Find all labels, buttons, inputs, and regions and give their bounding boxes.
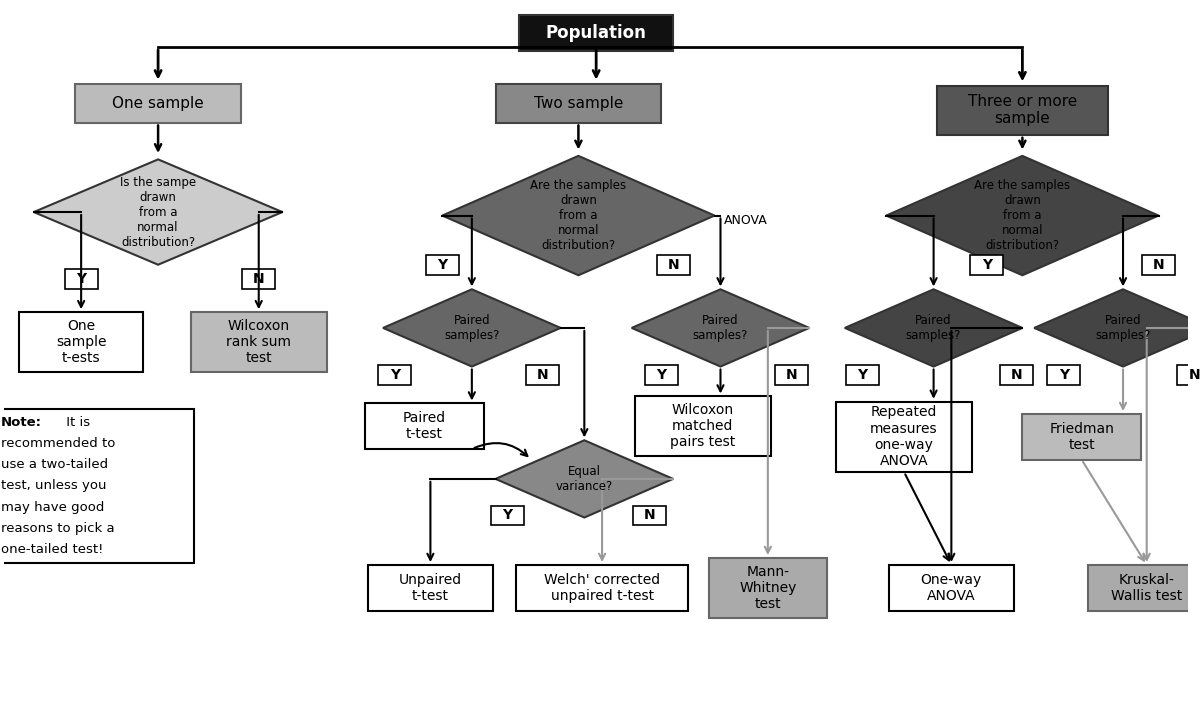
Text: reasons to pick a: reasons to pick a [1, 522, 114, 535]
Text: Equal
variance?: Equal variance? [556, 465, 613, 493]
FancyBboxPatch shape [1087, 565, 1200, 611]
FancyBboxPatch shape [889, 565, 1014, 611]
FancyBboxPatch shape [1022, 414, 1141, 460]
Text: Mann-
Whitney
test: Mann- Whitney test [739, 565, 797, 611]
FancyBboxPatch shape [426, 255, 458, 274]
Text: Are the samples
drawn
from a
normal
distribution?: Are the samples drawn from a normal dist… [530, 179, 626, 252]
FancyBboxPatch shape [76, 84, 241, 123]
FancyBboxPatch shape [775, 365, 808, 385]
FancyBboxPatch shape [1048, 365, 1080, 385]
FancyBboxPatch shape [709, 558, 827, 618]
FancyBboxPatch shape [242, 269, 275, 288]
Text: Note:: Note: [1, 416, 42, 429]
Text: Paired
samples?: Paired samples? [692, 314, 748, 342]
FancyBboxPatch shape [65, 269, 97, 288]
Text: Y: Y [437, 258, 448, 271]
FancyBboxPatch shape [378, 365, 412, 385]
FancyBboxPatch shape [1177, 365, 1200, 385]
FancyBboxPatch shape [836, 402, 972, 472]
FancyBboxPatch shape [365, 403, 484, 449]
FancyBboxPatch shape [516, 565, 688, 611]
Text: Y: Y [390, 368, 400, 382]
Text: Y: Y [503, 508, 512, 522]
Polygon shape [631, 289, 809, 367]
Text: Y: Y [1058, 368, 1069, 382]
FancyBboxPatch shape [936, 85, 1109, 135]
Text: Repeated
measures
one-way
ANOVA: Repeated measures one-way ANOVA [870, 405, 938, 468]
FancyBboxPatch shape [656, 255, 690, 274]
Text: Paired
samples?: Paired samples? [444, 314, 499, 342]
Text: N: N [786, 368, 797, 382]
FancyBboxPatch shape [632, 505, 666, 525]
FancyBboxPatch shape [846, 365, 880, 385]
Text: Y: Y [76, 271, 86, 286]
Text: Friedman
test: Friedman test [1049, 422, 1114, 452]
FancyBboxPatch shape [644, 365, 678, 385]
Text: Paired
samples?: Paired samples? [1096, 314, 1151, 342]
FancyBboxPatch shape [520, 16, 673, 51]
Text: Is the sampe
drawn
from a
normal
distribution?: Is the sampe drawn from a normal distrib… [120, 176, 196, 249]
Text: Paired
samples?: Paired samples? [906, 314, 961, 342]
Text: N: N [1153, 258, 1164, 271]
Text: Wilcoxon
rank sum
test: Wilcoxon rank sum test [227, 319, 292, 365]
Text: Welch' corrected
unpaired t-test: Welch' corrected unpaired t-test [544, 572, 660, 603]
Text: One
sample
t-ests: One sample t-ests [56, 319, 107, 365]
Polygon shape [383, 289, 560, 367]
Polygon shape [443, 156, 714, 275]
Text: Two sample: Two sample [534, 96, 623, 111]
FancyBboxPatch shape [1000, 365, 1033, 385]
FancyBboxPatch shape [491, 505, 524, 525]
Polygon shape [496, 441, 673, 517]
Text: Paired
t-test: Paired t-test [403, 411, 446, 441]
Text: Three or more
sample: Three or more sample [967, 94, 1078, 126]
Polygon shape [887, 156, 1158, 275]
Text: recommended to: recommended to [1, 437, 115, 450]
FancyBboxPatch shape [971, 255, 1003, 274]
Text: Y: Y [982, 258, 992, 271]
Text: Population: Population [546, 24, 647, 42]
Text: One-way
ANOVA: One-way ANOVA [920, 572, 982, 603]
Text: use a two-tailed: use a two-tailed [1, 458, 108, 471]
FancyBboxPatch shape [368, 565, 492, 611]
Text: one-tailed test!: one-tailed test! [1, 543, 103, 556]
Text: N: N [253, 271, 264, 286]
Text: may have good: may have good [1, 501, 104, 513]
Text: N: N [1188, 368, 1200, 382]
FancyBboxPatch shape [635, 396, 770, 456]
Text: N: N [1010, 368, 1022, 382]
Text: Wilcoxon
matched
pairs test: Wilcoxon matched pairs test [670, 403, 736, 449]
Text: It is: It is [62, 416, 90, 429]
Polygon shape [1034, 289, 1200, 367]
Text: ANOVA: ANOVA [724, 214, 768, 227]
Text: N: N [667, 258, 679, 271]
Polygon shape [34, 159, 282, 264]
Polygon shape [845, 289, 1022, 367]
FancyBboxPatch shape [496, 84, 661, 123]
Text: N: N [538, 368, 548, 382]
Text: Unpaired
t-test: Unpaired t-test [398, 572, 462, 603]
FancyBboxPatch shape [1142, 255, 1175, 274]
Text: test, unless you: test, unless you [1, 479, 106, 492]
Text: Are the samples
drawn
from a
normal
distribution?: Are the samples drawn from a normal dist… [974, 179, 1070, 252]
FancyBboxPatch shape [19, 312, 143, 372]
Text: One sample: One sample [113, 96, 204, 111]
Text: Y: Y [858, 368, 868, 382]
Text: N: N [643, 508, 655, 522]
FancyBboxPatch shape [0, 409, 193, 563]
FancyBboxPatch shape [527, 365, 559, 385]
FancyBboxPatch shape [191, 312, 326, 372]
Text: Y: Y [656, 368, 666, 382]
Text: Kruskal-
Wallis test: Kruskal- Wallis test [1111, 572, 1182, 603]
